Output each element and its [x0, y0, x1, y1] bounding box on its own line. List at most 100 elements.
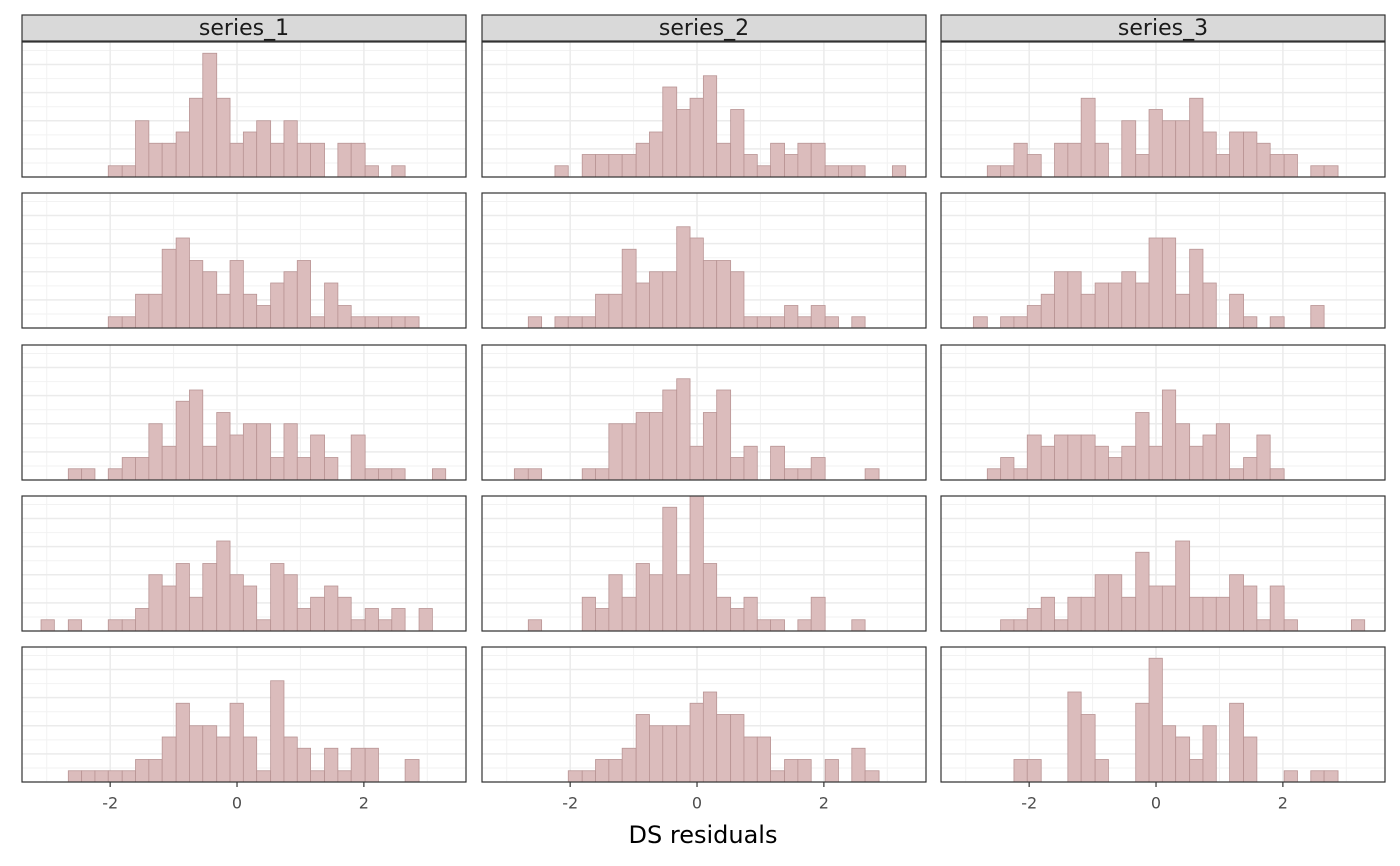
bar	[107, 165, 123, 178]
bar	[67, 468, 83, 481]
bar	[784, 468, 799, 481]
bar	[337, 596, 352, 632]
bar	[1161, 389, 1177, 481]
bar	[676, 109, 691, 178]
bar	[296, 747, 311, 783]
bar	[202, 52, 218, 178]
bar	[1013, 468, 1028, 481]
bar	[1054, 271, 1069, 329]
bar	[1135, 154, 1150, 178]
bar	[702, 563, 718, 632]
bar	[702, 412, 718, 481]
bar	[838, 165, 853, 178]
bar	[283, 271, 298, 329]
bar	[1175, 293, 1191, 329]
panel-border	[940, 495, 1386, 632]
bar	[418, 608, 433, 632]
bar	[1013, 142, 1028, 178]
bar	[1148, 585, 1163, 632]
bar	[135, 608, 150, 632]
bar	[350, 142, 366, 178]
bar	[1215, 423, 1231, 481]
bar	[1054, 142, 1069, 178]
bar	[702, 691, 718, 783]
bar	[324, 585, 339, 632]
bar	[1108, 574, 1123, 632]
bar	[1283, 770, 1298, 783]
bar	[662, 506, 678, 632]
bar	[1135, 282, 1150, 329]
bar	[148, 759, 163, 783]
bar	[730, 608, 745, 632]
bar	[189, 725, 204, 783]
bar	[1161, 237, 1177, 329]
bar	[391, 468, 406, 481]
bar	[202, 725, 218, 783]
bar	[242, 423, 258, 481]
bar	[595, 154, 610, 178]
bar	[581, 770, 596, 783]
x-tick-label: 0	[692, 794, 702, 813]
bar	[121, 770, 136, 783]
bar	[1094, 282, 1109, 329]
bar	[1310, 165, 1325, 178]
bar	[161, 142, 177, 178]
bar	[256, 619, 272, 632]
bar	[649, 574, 664, 632]
bar	[242, 131, 258, 178]
bar	[404, 759, 420, 783]
bar	[716, 142, 732, 178]
x-tick-label: 2	[359, 794, 369, 813]
bar	[364, 316, 379, 329]
bar	[121, 619, 136, 632]
bar	[1121, 445, 1137, 481]
bar	[1256, 142, 1271, 178]
bar	[527, 316, 543, 329]
bar	[1323, 165, 1339, 178]
bar	[743, 316, 758, 329]
bar	[810, 457, 826, 481]
bar	[1135, 412, 1150, 481]
bar	[216, 293, 231, 329]
bar	[649, 412, 664, 481]
strip	[21, 14, 467, 42]
bar	[283, 120, 298, 178]
bar	[324, 747, 339, 783]
bar	[1202, 434, 1217, 481]
bar	[310, 316, 325, 329]
bar	[1256, 619, 1271, 632]
bar	[851, 619, 866, 632]
bar	[662, 389, 678, 481]
bar	[1094, 574, 1109, 632]
bar	[797, 316, 812, 329]
bar	[756, 619, 772, 632]
bar	[67, 619, 83, 632]
bar	[621, 248, 637, 329]
bar	[676, 725, 691, 783]
bar	[148, 142, 163, 178]
bar	[350, 619, 366, 632]
bar	[716, 389, 732, 481]
bar	[851, 165, 866, 178]
bar	[756, 165, 772, 178]
bar	[1229, 702, 1244, 783]
bar	[635, 282, 650, 329]
bar	[797, 759, 812, 783]
bar	[730, 109, 745, 178]
bar	[689, 237, 704, 329]
x-tick-label: -2	[562, 794, 578, 813]
bar	[283, 736, 298, 783]
bar	[1175, 736, 1191, 783]
bar	[864, 468, 880, 481]
bar	[135, 293, 150, 329]
bar	[1013, 619, 1028, 632]
bar	[1121, 596, 1137, 632]
bar	[1148, 657, 1163, 783]
bar	[649, 131, 664, 178]
bar	[1040, 293, 1055, 329]
panel-border	[481, 495, 927, 632]
bar	[1283, 619, 1298, 632]
bar	[581, 596, 596, 632]
bar	[595, 293, 610, 329]
bar	[378, 468, 393, 481]
